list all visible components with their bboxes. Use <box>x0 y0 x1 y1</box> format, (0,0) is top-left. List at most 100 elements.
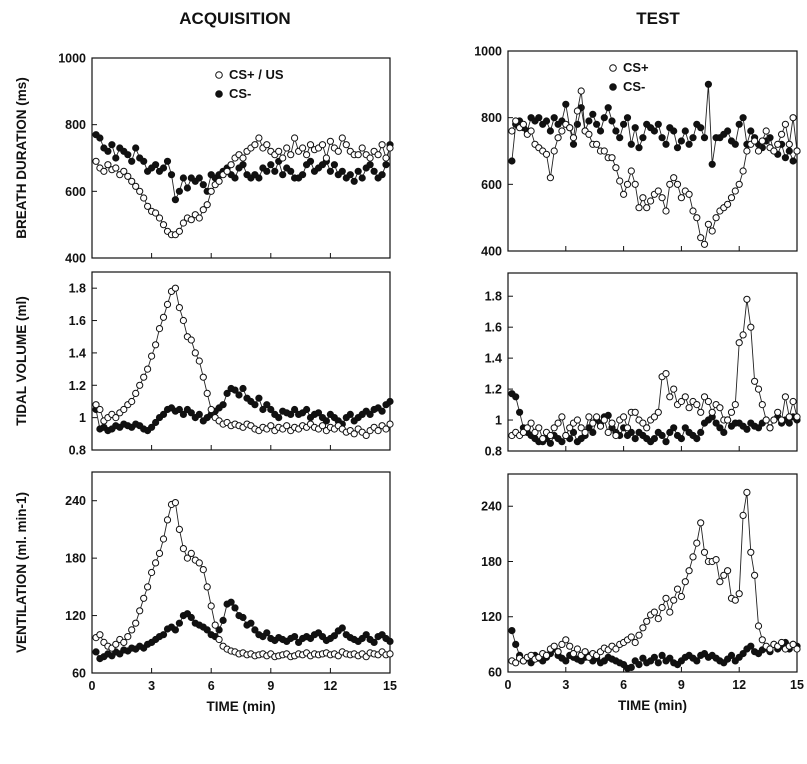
data-point-open <box>658 194 666 202</box>
data-point-open <box>338 134 346 142</box>
data-point-open <box>191 349 199 357</box>
data-point-filled <box>152 161 160 169</box>
plot-frame <box>507 473 798 673</box>
data-point-filled <box>378 407 386 415</box>
data-point-open <box>623 180 632 188</box>
data-point-open <box>700 393 709 401</box>
data-point-open <box>681 578 689 586</box>
data-point-open <box>546 431 555 440</box>
y-tick-label: 60 <box>488 666 502 680</box>
data-point-filled <box>512 393 520 401</box>
data-point-filled <box>370 167 378 175</box>
data-point-filled <box>263 629 271 637</box>
data-point-open <box>727 194 736 202</box>
y-tick-label: 240 <box>65 494 86 508</box>
column-title-acquisition: ACQUISITION <box>179 9 290 28</box>
data-point-open <box>600 147 608 155</box>
data-point-filled <box>124 151 132 159</box>
data-point-filled <box>631 435 639 443</box>
data-point-open <box>620 413 628 421</box>
data-point-filled <box>132 144 140 152</box>
data-point-filled <box>712 419 720 427</box>
x-tick-label: 6 <box>208 679 215 693</box>
data-point-filled <box>354 167 362 175</box>
data-point-filled <box>263 401 271 409</box>
data-point-open <box>531 428 539 436</box>
data-point-open <box>128 626 136 634</box>
data-point-open <box>203 389 211 397</box>
data-point-open <box>112 640 120 648</box>
data-point-filled <box>267 161 275 169</box>
legend-marker-filled <box>609 83 617 91</box>
data-point-open <box>128 177 136 185</box>
data-point-open <box>279 154 287 162</box>
data-point-filled <box>631 124 639 132</box>
data-point-filled <box>650 653 659 661</box>
data-point-filled <box>627 428 635 436</box>
data-point-open <box>283 422 291 430</box>
data-point-filled <box>167 171 176 179</box>
data-point-open <box>378 141 386 149</box>
data-point-open <box>136 607 144 615</box>
data-point-filled <box>291 633 299 641</box>
data-point-open <box>566 424 574 432</box>
data-point-open <box>731 596 739 604</box>
data-point-open <box>148 352 156 360</box>
data-point-filled <box>604 104 612 112</box>
data-point-filled <box>251 401 259 409</box>
legend-label: CS+ <box>623 60 649 75</box>
data-point-open <box>697 519 705 527</box>
data-point-filled <box>255 394 263 402</box>
data-point-filled <box>600 114 608 122</box>
data-point-open <box>712 214 720 222</box>
data-point-open <box>627 167 635 175</box>
data-point-open <box>519 120 528 128</box>
data-point-open <box>581 648 589 656</box>
data-point-open <box>159 221 168 229</box>
chart-panel: 0.8 1 1.2 1.4 1.6 1.8 <box>485 272 801 459</box>
x-tick-label: 15 <box>790 678 804 692</box>
data-point-filled <box>386 637 394 646</box>
data-point-open <box>140 194 148 202</box>
chart-panel: 60 120 180 240 0 3 6 9 12 15 TIME (min) <box>481 473 804 713</box>
chart-panel: 0.8 1 1.2 1.4 1.6 1.8 TIDAL VOLUME (ml) <box>14 271 394 458</box>
data-point-filled <box>697 428 705 436</box>
data-point-filled <box>322 417 330 425</box>
data-point-open <box>735 590 743 598</box>
data-point-open <box>303 151 311 159</box>
data-point-open <box>654 615 662 623</box>
data-point-open <box>554 419 562 427</box>
data-point-open <box>623 424 632 432</box>
y-tick-label: 800 <box>481 111 502 125</box>
data-point-open <box>179 219 187 227</box>
data-point-filled <box>685 140 693 148</box>
data-point-filled <box>650 127 659 135</box>
data-point-filled <box>104 147 112 155</box>
y-tick-label: 800 <box>65 118 86 132</box>
data-point-filled <box>223 389 231 397</box>
data-point-open <box>366 154 374 162</box>
series-line <box>95 136 391 236</box>
data-point-filled <box>231 386 239 394</box>
data-point-filled <box>175 187 183 195</box>
data-point-open <box>612 431 620 440</box>
chart-panel: 400 600 800 1000 CS+ CS- <box>474 45 801 259</box>
data-point-open <box>386 420 394 428</box>
data-point-open <box>554 648 562 656</box>
data-point-filled <box>747 642 755 650</box>
data-point-filled <box>263 167 271 175</box>
data-point-open <box>239 154 247 162</box>
data-point-open <box>179 316 187 325</box>
data-point-filled <box>546 127 555 135</box>
data-point-filled <box>785 419 793 427</box>
data-point-filled <box>724 127 732 135</box>
data-point-filled <box>338 624 346 632</box>
plot-frame <box>91 471 391 674</box>
data-point-open <box>566 124 574 132</box>
data-point-filled <box>693 435 701 443</box>
data-point-filled <box>589 110 597 118</box>
data-point-filled <box>627 140 635 148</box>
data-point-open <box>152 559 160 567</box>
data-point-open <box>382 154 390 162</box>
data-point-filled <box>267 405 275 414</box>
